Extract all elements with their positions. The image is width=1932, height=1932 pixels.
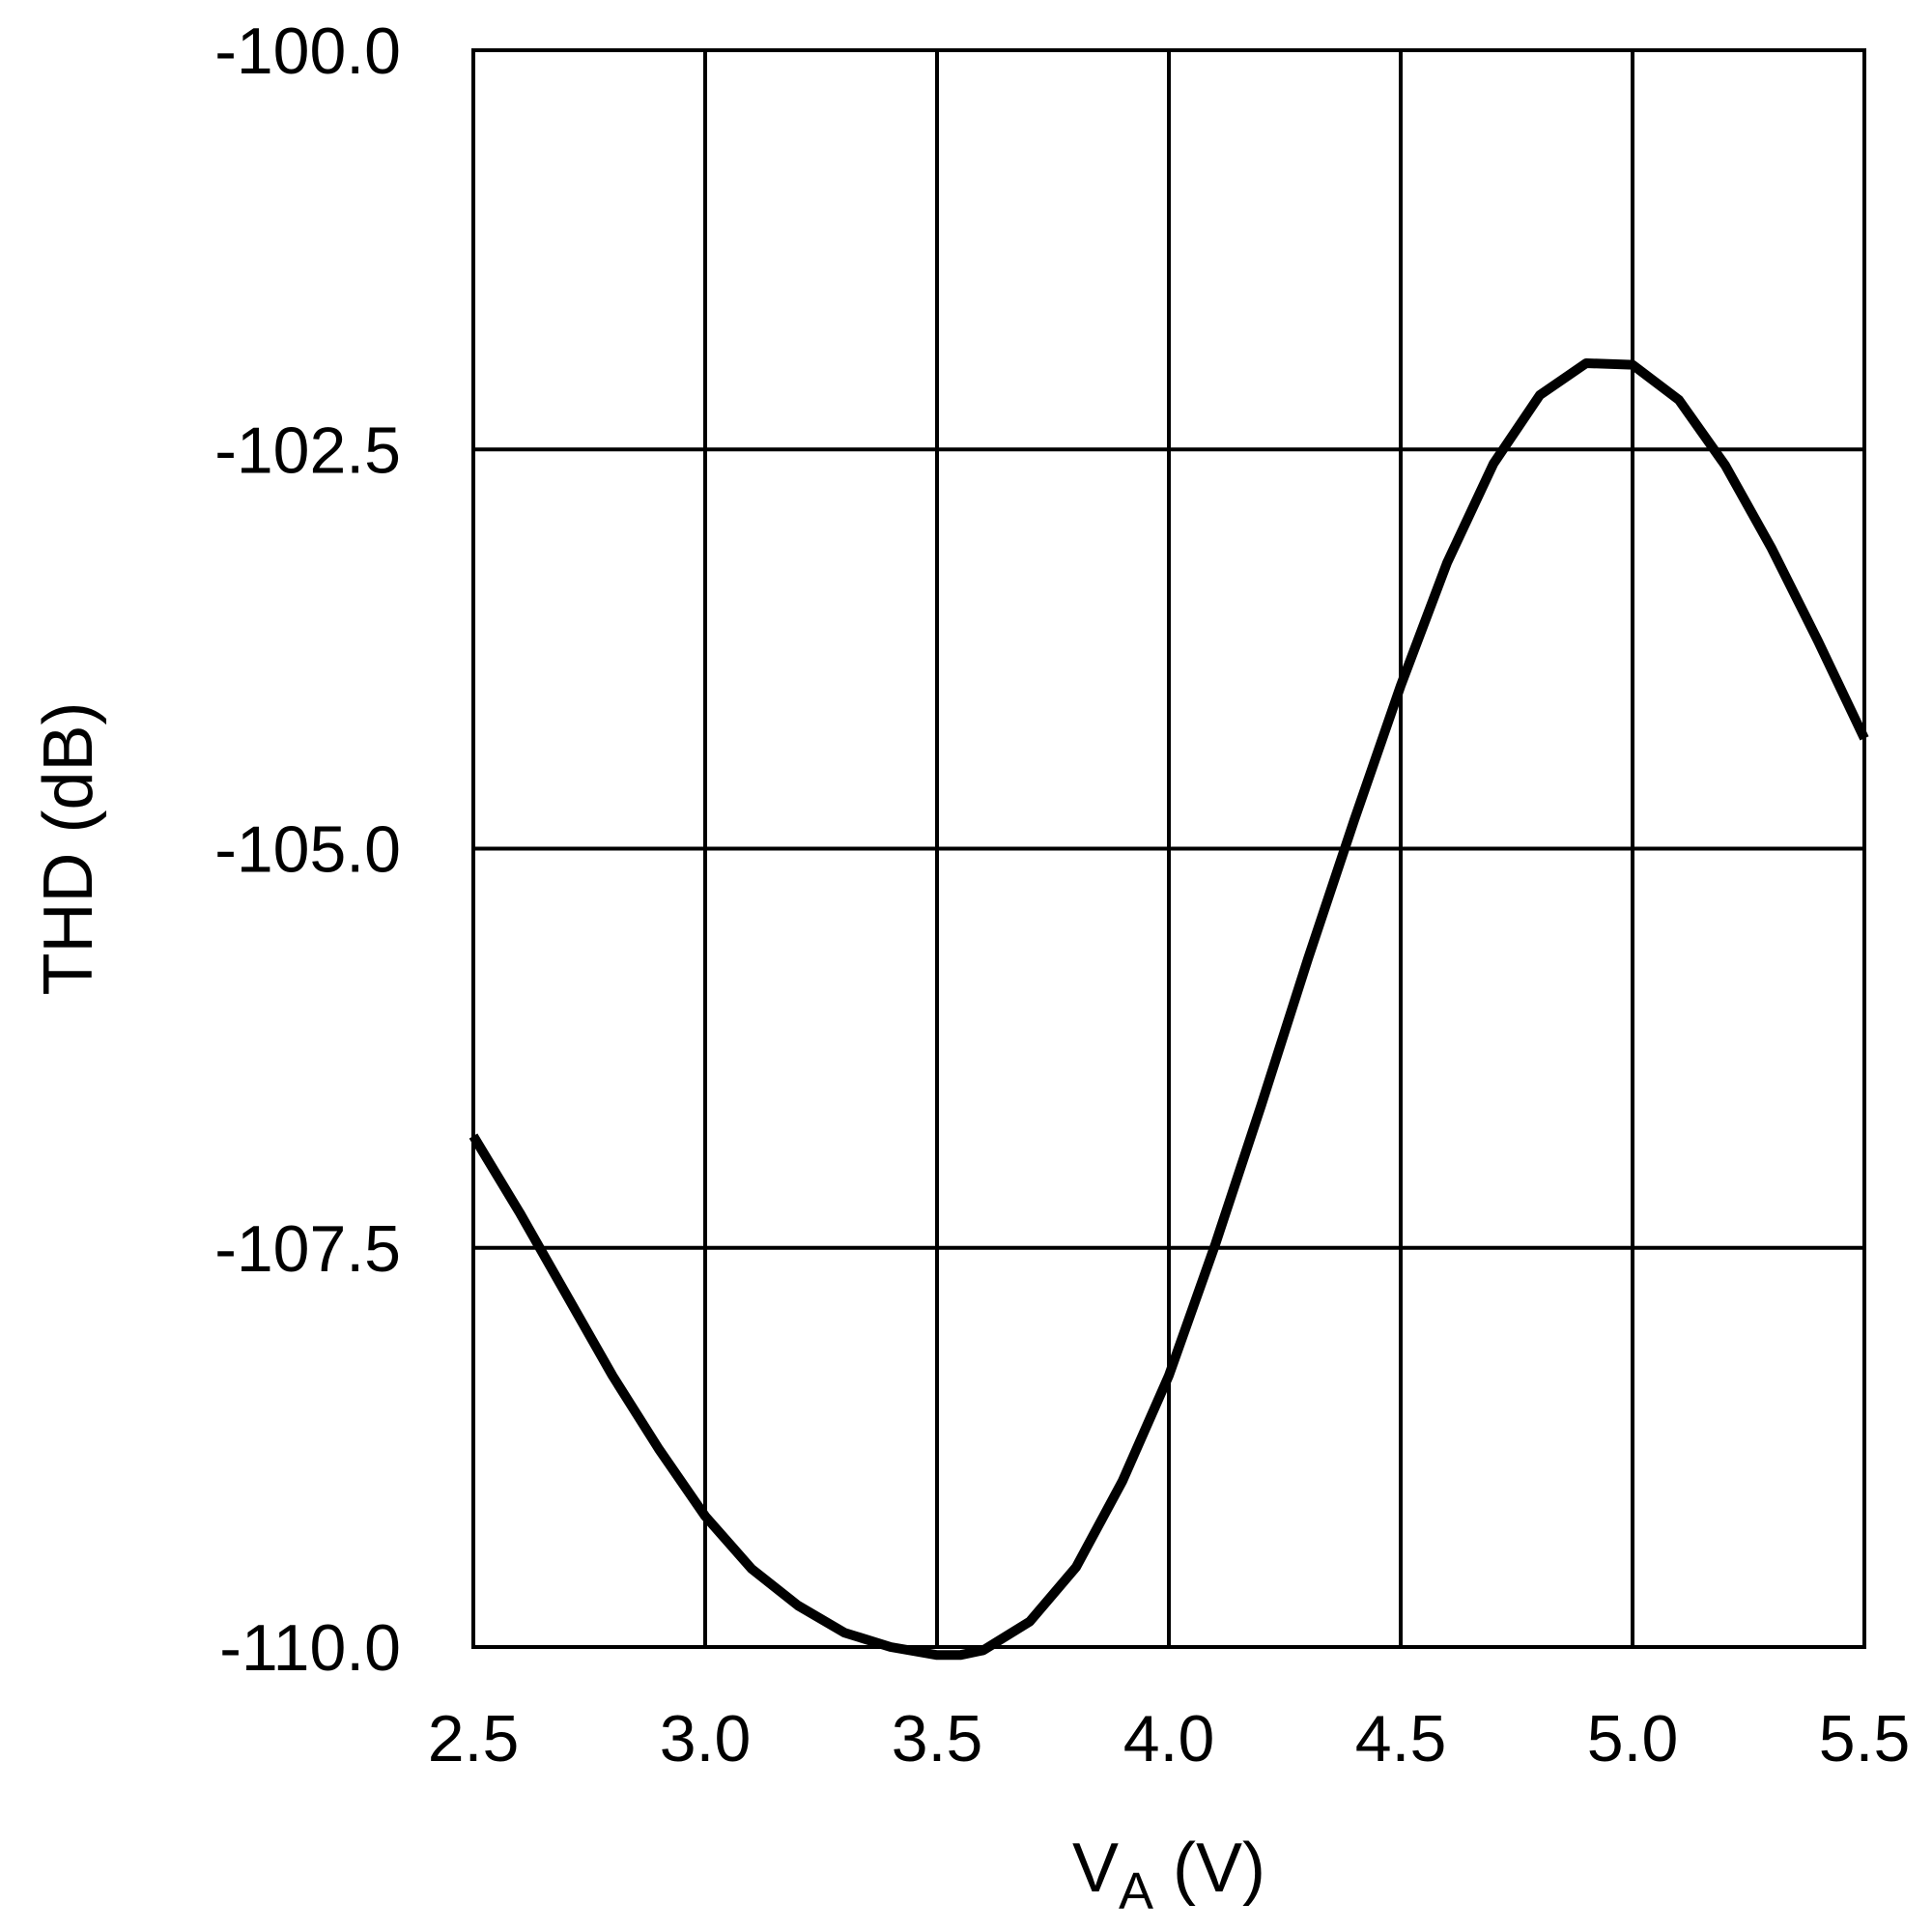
- x-tick-label: 3.0: [660, 1702, 752, 1776]
- x-tick-label: 4.5: [1355, 1702, 1447, 1776]
- series-layer: [469, 358, 1869, 1661]
- y-tick-label: -107.5: [214, 1212, 401, 1286]
- y-tick-label: -100.0: [214, 14, 401, 88]
- x-tick-label: 5.0: [1587, 1702, 1679, 1776]
- x-tick-label: 2.5: [428, 1702, 520, 1776]
- x-tick-label: 5.5: [1819, 1702, 1911, 1776]
- y-tick-label: -105.0: [214, 813, 401, 887]
- x-tick-label: 4.0: [1123, 1702, 1215, 1776]
- x-axis-title-main: V: [1072, 1830, 1119, 1907]
- x-axis-title-subscript: A: [1119, 1862, 1153, 1920]
- x-tick-label: 3.5: [892, 1702, 983, 1776]
- y-tick-labels: -100.0 -102.5 -105.0 -107.5 -110.0: [214, 14, 401, 1685]
- x-axis-title-unit: (V): [1153, 1830, 1265, 1907]
- y-tick-label: -110.0: [219, 1611, 401, 1685]
- x-tick-labels: 2.5 3.0 3.5 4.0 4.5 5.0 5.5: [428, 1702, 1911, 1776]
- grid-lines: [471, 48, 1866, 1649]
- plot-frame: [471, 48, 1866, 1649]
- series-line: [469, 358, 1869, 1661]
- x-axis-title: VA (V): [1072, 1830, 1265, 1920]
- y-tick-label: -102.5: [214, 413, 401, 487]
- y-axis-title: THD (dB): [30, 702, 107, 996]
